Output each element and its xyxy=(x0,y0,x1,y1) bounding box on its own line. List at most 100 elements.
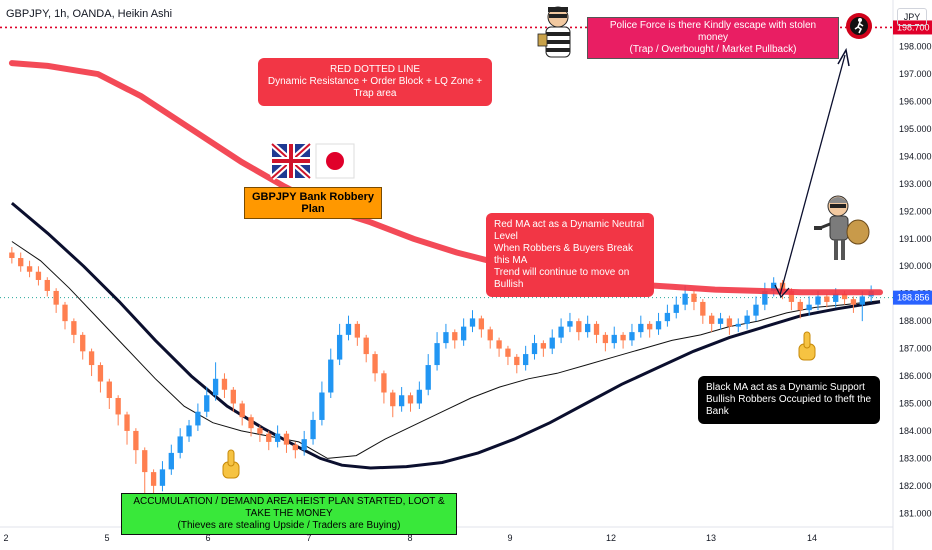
candle-body xyxy=(647,323,653,330)
candle-body xyxy=(301,439,307,451)
y-tick-label: 181.000 xyxy=(899,508,932,518)
candle-body xyxy=(505,348,511,357)
y-tick-label: 196.000 xyxy=(899,97,932,107)
candle-body xyxy=(18,258,24,267)
candle-body xyxy=(336,334,343,360)
candle-body xyxy=(611,334,617,344)
candle-body xyxy=(567,321,573,327)
y-tick-label: 193.000 xyxy=(899,179,932,189)
candle-body xyxy=(452,332,458,341)
candle-body xyxy=(771,282,777,291)
japan-flag-icon xyxy=(315,143,355,179)
candle-body xyxy=(425,365,431,390)
candle-body xyxy=(363,337,369,355)
candle-body xyxy=(44,279,50,291)
candle-body xyxy=(576,321,582,333)
candle-body xyxy=(274,433,281,442)
candle-body xyxy=(319,392,325,420)
y-tick-label: 190.000 xyxy=(899,261,932,271)
y-tick-label: 188.000 xyxy=(899,316,932,326)
x-tick-label: 2 xyxy=(3,533,8,543)
candle-body xyxy=(248,417,254,429)
candle-body xyxy=(310,419,316,440)
candle-body xyxy=(26,266,33,272)
arrow-up-icon xyxy=(837,47,850,67)
candle-body xyxy=(345,323,352,335)
x-tick-label: 13 xyxy=(706,533,716,543)
candle-body xyxy=(354,323,361,338)
candle-body xyxy=(673,304,679,313)
candle-body xyxy=(133,430,139,451)
candle-body xyxy=(80,334,86,352)
candle-body xyxy=(53,290,59,305)
candle-body xyxy=(71,321,77,335)
candle-body xyxy=(416,389,423,404)
x-tick-label: 14 xyxy=(807,533,817,543)
y-tick-label: 195.000 xyxy=(899,124,932,134)
y-tick-label: 198.000 xyxy=(899,42,932,52)
candle-body xyxy=(88,351,95,366)
current-price-label: 188.856 xyxy=(897,293,930,303)
candle-body xyxy=(815,296,821,305)
no-entry-escape-icon xyxy=(846,13,872,39)
candle-body xyxy=(115,397,121,415)
black-ma-note: Black MA act as a Dynamic Support Bullis… xyxy=(698,376,880,424)
candle-body xyxy=(266,433,272,442)
candle-body xyxy=(797,301,803,311)
black-ma-line xyxy=(10,201,881,470)
candle-body xyxy=(833,293,839,302)
y-tick-label: 186.000 xyxy=(899,371,932,381)
pointing-hand-icon xyxy=(222,449,240,479)
candle-body xyxy=(593,323,600,335)
candle-body xyxy=(859,296,865,305)
candle-body xyxy=(496,340,502,349)
candle-body xyxy=(726,318,733,327)
x-tick-label: 5 xyxy=(104,533,109,543)
police-note: Police Force is there Kindly escape with… xyxy=(587,17,839,59)
uk-flag-icon xyxy=(269,141,313,181)
candle-body xyxy=(629,332,635,341)
candle-body xyxy=(204,395,210,412)
candle-body xyxy=(753,304,759,316)
candle-body xyxy=(585,323,591,333)
candle-body xyxy=(398,395,405,407)
thief-with-bag-icon xyxy=(814,195,870,260)
price-labels: 198.700 188.856 xyxy=(893,20,932,305)
candle-body xyxy=(292,444,298,451)
red-ma-note: Red MA act as a Dynamic Neutral Level Wh… xyxy=(486,213,654,297)
candle-body xyxy=(531,343,538,355)
red-ma-series xyxy=(8,60,883,296)
candle-body xyxy=(142,450,148,473)
y-tick-label: 185.000 xyxy=(899,398,932,408)
y-tick-label: 182.000 xyxy=(899,481,932,491)
candle-body xyxy=(540,343,547,349)
y-tick-label: 184.000 xyxy=(899,426,932,436)
candle-body xyxy=(212,378,219,396)
current-price-tag xyxy=(893,290,932,305)
y-tick-label: 197.000 xyxy=(899,69,932,79)
y-tick-label: 191.000 xyxy=(899,234,932,244)
candle-body xyxy=(230,389,236,404)
candle-body xyxy=(434,343,440,366)
candle-body xyxy=(850,299,857,305)
candle-body xyxy=(372,354,378,374)
candle-body xyxy=(97,365,104,382)
plan-title-label: GBPJPY Bank Robbery Plan xyxy=(244,187,382,219)
candle-body xyxy=(700,301,706,316)
accumulation-note: ACCUMULATION / DEMAND AREA HEIST PLAN ST… xyxy=(121,493,457,535)
x-tick-label: 8 xyxy=(407,533,412,543)
arrow-down-icon xyxy=(774,284,790,299)
x-tick-label: 12 xyxy=(606,533,616,543)
currency-badge[interactable]: JPY xyxy=(897,8,927,26)
x-tick-label: 6 xyxy=(205,533,210,543)
candle-body xyxy=(514,356,520,366)
candle-body xyxy=(682,293,688,305)
x-tick-label: 7 xyxy=(306,533,311,543)
candle-body xyxy=(221,378,228,390)
candle-body xyxy=(150,472,157,486)
candle-body xyxy=(168,452,174,470)
candle-body xyxy=(709,315,715,324)
candle-body xyxy=(124,414,130,431)
target-arrow-line xyxy=(779,54,846,296)
